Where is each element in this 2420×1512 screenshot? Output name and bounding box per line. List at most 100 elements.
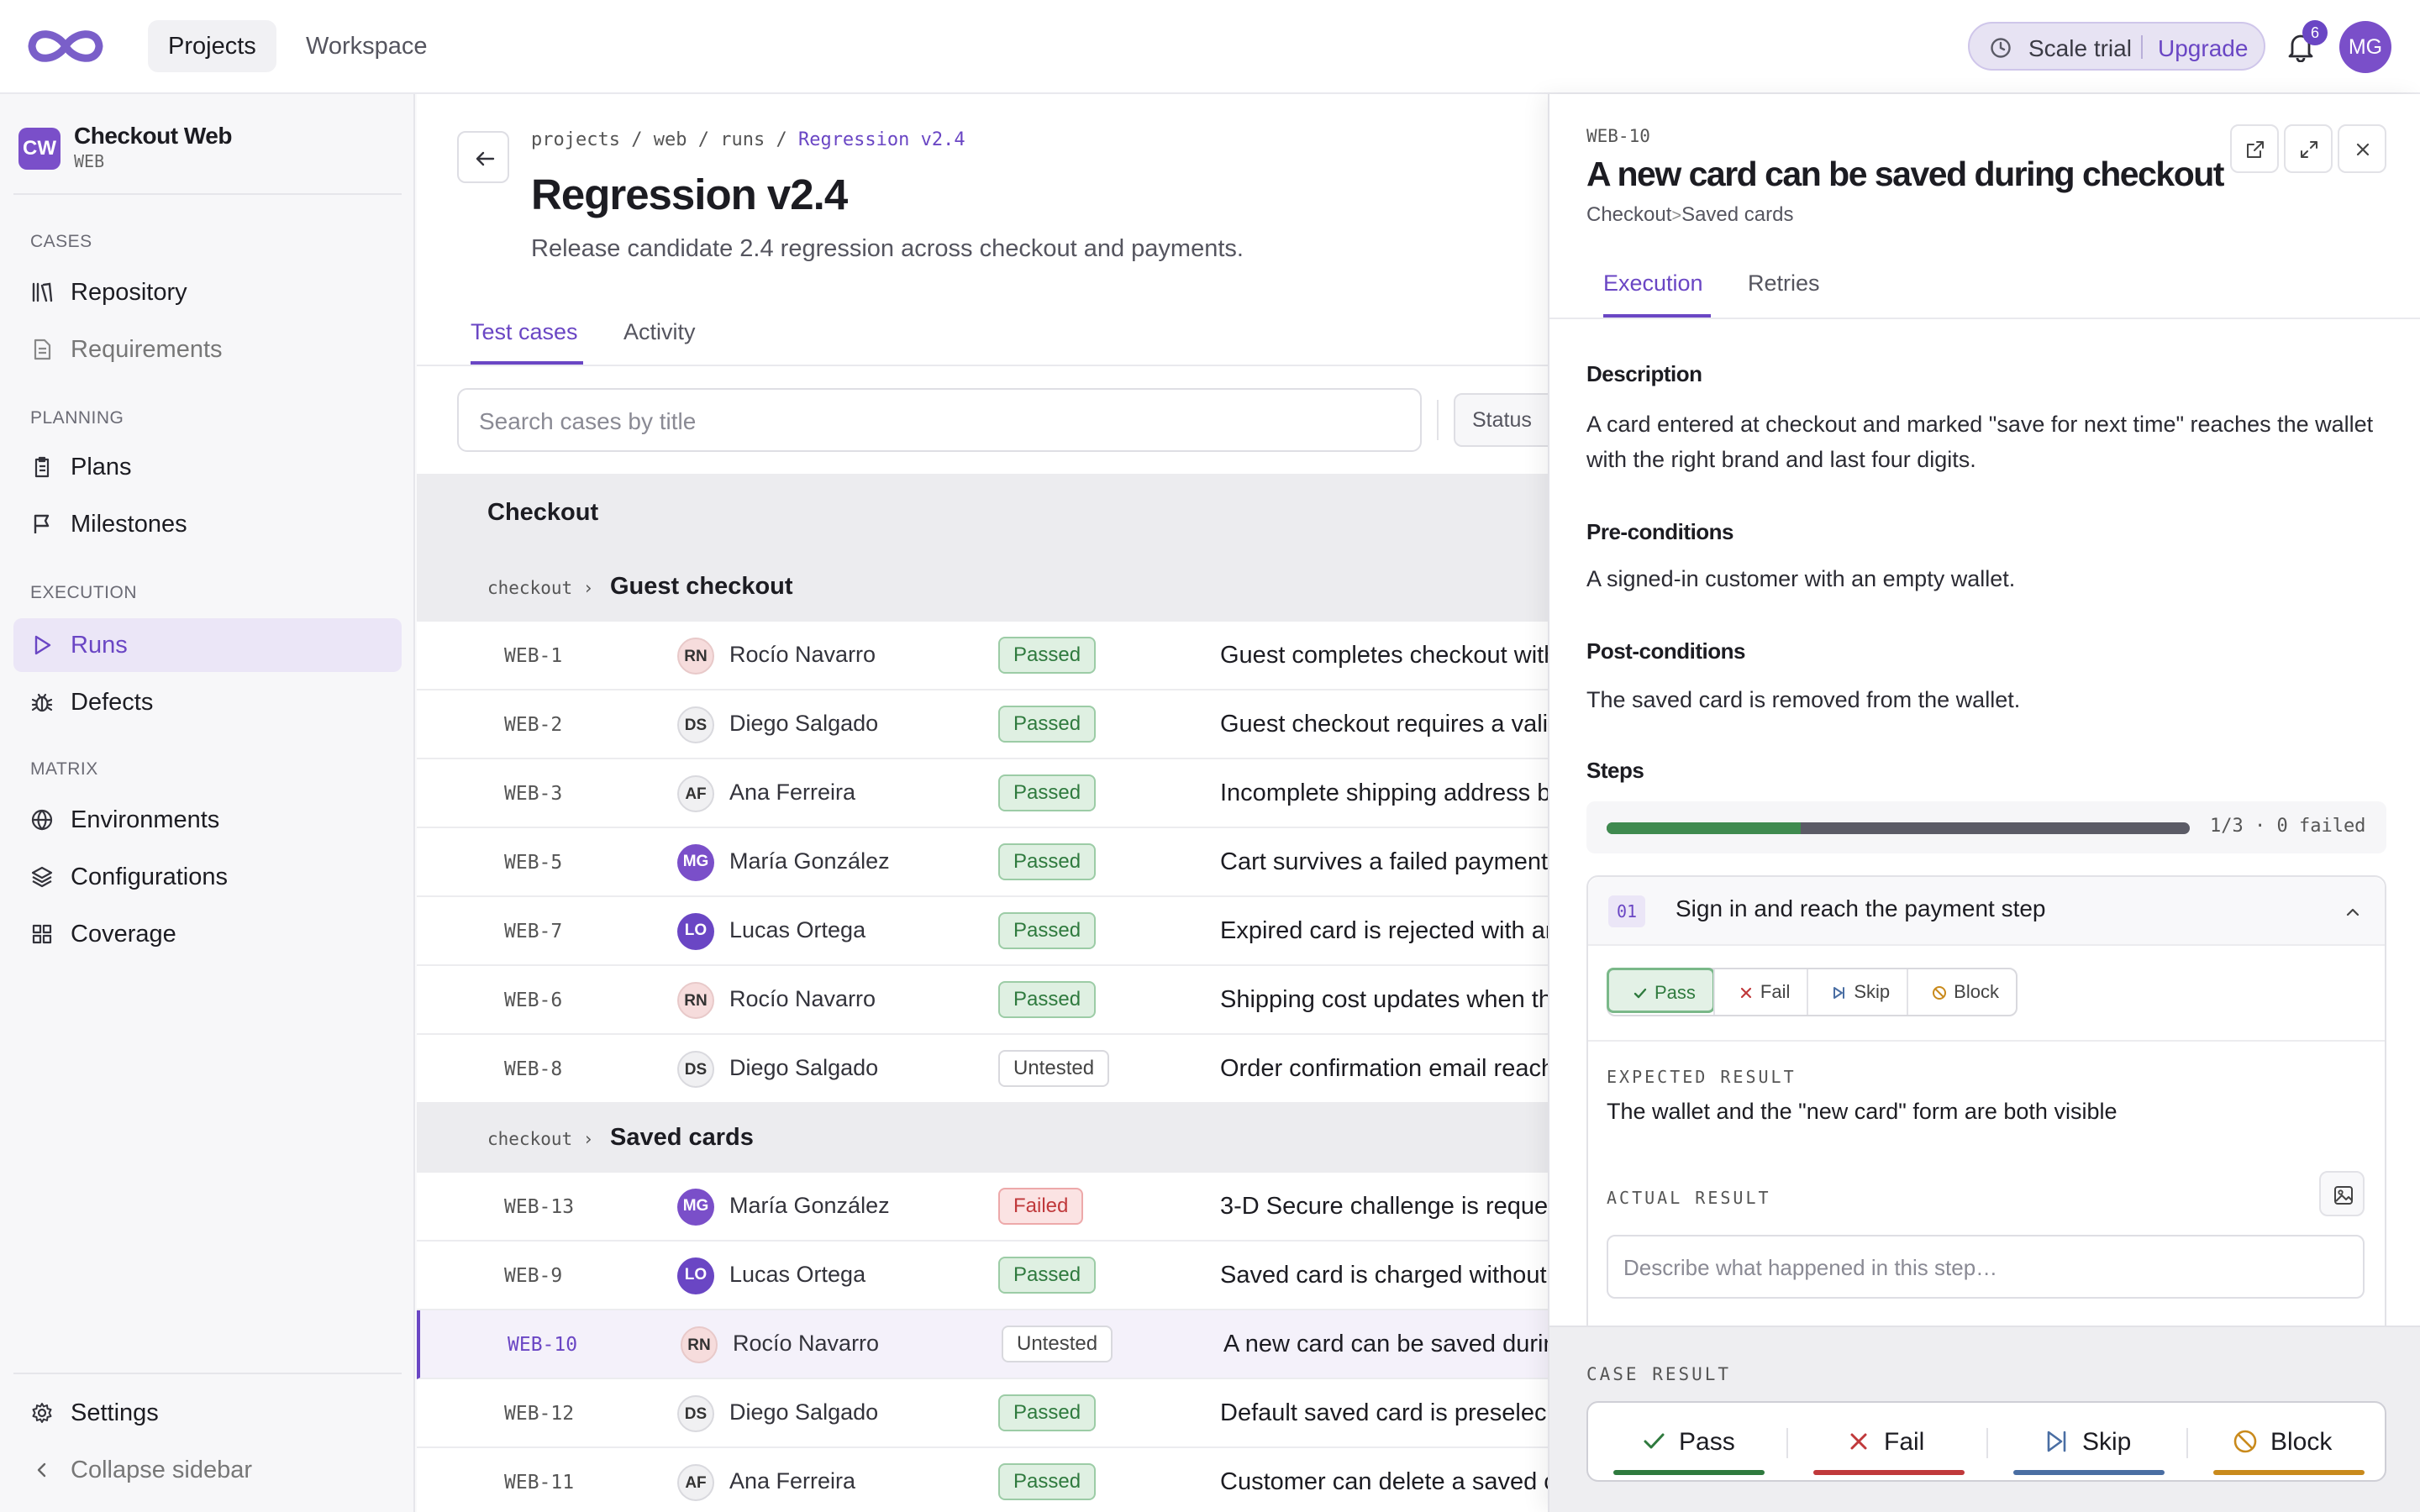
infinity-logo-icon[interactable] <box>25 24 106 69</box>
case-title[interactable]: Cart survives a failed payment <box>1220 848 1548 875</box>
sidebar-item-milestones[interactable]: Milestones <box>13 497 402 551</box>
sidebar-item-configurations[interactable]: Configurations <box>13 850 402 904</box>
project-badge[interactable]: CW <box>18 128 60 170</box>
step-fail-button[interactable]: Fail <box>1712 969 1807 1015</box>
tab-test-cases[interactable]: Test cases <box>471 319 578 344</box>
breadcrumb-runs[interactable]: runs <box>720 129 765 150</box>
table-row[interactable]: WEB-6 RN Rocío Navarro Passed Shipping cost … <box>417 966 1548 1035</box>
case-id[interactable]: WEB-2 <box>504 714 563 736</box>
case-title[interactable]: Guest completes checkout with <box>1220 642 1548 669</box>
case-title[interactable]: Incomplete shipping address b <box>1220 780 1548 806</box>
case-title[interactable]: Guest checkout requires a vali <box>1220 711 1548 738</box>
section-matrix: MATRIX <box>30 759 98 779</box>
sidebar-item-requirements[interactable]: Requirements <box>13 323 402 376</box>
trial-pill[interactable]: Scale trial Upgrade <box>1968 22 2265 71</box>
close-button[interactable] <box>2338 124 2386 173</box>
case-title[interactable]: Customer can delete a saved c <box>1220 1468 1548 1495</box>
case-title[interactable]: A new card can be saved durin <box>1223 1331 1548 1357</box>
collapse-sidebar-button[interactable]: Collapse sidebar <box>13 1443 402 1497</box>
table-row[interactable]: WEB-2 DS Diego Salgado Passed Guest checkout… <box>417 690 1548 759</box>
case-title[interactable]: 3-D Secure challenge is reque <box>1220 1193 1548 1220</box>
case-id[interactable]: WEB-5 <box>504 852 563 874</box>
assignee-avatar: RN <box>677 638 714 675</box>
case-id[interactable]: WEB-10 <box>508 1334 578 1356</box>
table-row[interactable]: WEB-5 MG María González Passed Cart survives… <box>417 828 1548 897</box>
status-filter-button[interactable]: Status <box>1454 393 1548 447</box>
nav-workspace[interactable]: Workspace <box>306 33 428 60</box>
table-row[interactable]: WEB-9 LO Lucas Ortega Passed Saved card is c… <box>417 1242 1548 1310</box>
search-input[interactable]: Search cases by title <box>457 388 1422 452</box>
table-row[interactable]: WEB-12 DS Diego Salgado Passed Default saved… <box>417 1379 1548 1448</box>
table-row[interactable]: WEB-1 RN Rocío Navarro Passed Guest complete… <box>417 622 1548 690</box>
project-name[interactable]: Checkout Web <box>74 123 232 149</box>
sidebar-item-label: Settings <box>71 1399 159 1426</box>
tab-execution[interactable]: Execution <box>1603 270 1703 296</box>
x-icon <box>1850 1433 1867 1450</box>
sidebar-item-defects[interactable]: Defects <box>13 675 402 729</box>
table-row[interactable]: WEB-11 AF Ana Ferreira Passed Customer can d… <box>417 1448 1548 1512</box>
case-title[interactable]: Saved card is charged without <box>1220 1262 1547 1289</box>
divider <box>1588 1040 2385 1042</box>
case-skip-button[interactable]: Skip <box>1988 1403 2186 1480</box>
case-id[interactable]: WEB-8 <box>504 1058 563 1080</box>
back-button[interactable] <box>457 131 509 183</box>
subgroup-header[interactable]: checkout › Guest checkout <box>417 553 1548 622</box>
sidebar-item-repository[interactable]: Repository <box>13 265 402 319</box>
open-external-button[interactable] <box>2230 124 2279 173</box>
assignee-name: Diego Salgado <box>729 1399 879 1425</box>
table-row[interactable]: WEB-7 LO Lucas Ortega Passed Expired card is… <box>417 897 1548 966</box>
divider <box>2141 35 2143 59</box>
case-block-button[interactable]: Block <box>2188 1403 2386 1480</box>
case-fail-button[interactable]: Fail <box>1788 1403 1986 1480</box>
assignee-avatar: MG <box>677 1189 714 1226</box>
step-skip-button[interactable]: Skip <box>1807 969 1907 1015</box>
step-header[interactable]: 01 Sign in and reach the payment step <box>1588 877 2385 946</box>
sidebar-item-plans[interactable]: Plans <box>13 440 402 494</box>
case-id[interactable]: WEB-12 <box>504 1403 575 1425</box>
expand-button[interactable] <box>2284 124 2333 173</box>
case-title[interactable]: Default saved card is preselec <box>1220 1399 1547 1426</box>
attach-image-button[interactable] <box>2319 1171 2365 1216</box>
table-row[interactable]: WEB-8 DS Diego Salgado Untested Order confir… <box>417 1035 1548 1104</box>
skip-underline <box>2013 1470 2165 1475</box>
table-row[interactable]: WEB-13 MG María González Failed 3-D Secure c… <box>417 1173 1548 1242</box>
case-skip-label: Skip <box>2082 1428 2132 1456</box>
status-badge: Untested <box>998 1050 1110 1087</box>
upgrade-link[interactable]: Upgrade <box>2158 35 2249 61</box>
chevron-up-icon[interactable] <box>2343 902 2363 922</box>
case-id[interactable]: WEB-6 <box>504 990 563 1011</box>
group-header[interactable]: Checkout <box>417 474 1548 553</box>
case-id[interactable]: WEB-3 <box>504 783 563 805</box>
postconditions-heading: Post-conditions <box>1586 638 1745 664</box>
user-avatar[interactable]: MG <box>2339 21 2391 73</box>
case-id[interactable]: WEB-1 <box>504 645 563 667</box>
table-row[interactable]: WEB-10 RN Rocío Navarro Untested A new card … <box>417 1310 1548 1379</box>
preconditions-heading: Pre-conditions <box>1586 519 1734 544</box>
case-id[interactable]: WEB-13 <box>504 1196 575 1218</box>
step-pass-button[interactable]: Pass <box>1607 968 1715 1013</box>
actual-result-input[interactable]: Describe what happened in this step… <box>1607 1235 2365 1299</box>
assignee-avatar: LO <box>677 1257 714 1294</box>
case-title[interactable]: Shipping cost updates when th <box>1220 986 1548 1013</box>
case-id[interactable]: WEB-7 <box>504 921 563 942</box>
sidebar-item-runs[interactable]: Runs <box>13 618 402 672</box>
breadcrumb-web[interactable]: web <box>653 129 687 150</box>
table-row[interactable]: WEB-3 AF Ana Ferreira Passed Incomplete ship… <box>417 759 1548 828</box>
sidebar-item-coverage[interactable]: Coverage <box>13 907 402 961</box>
crumb-parent[interactable]: Checkout <box>1586 203 1672 226</box>
sidebar-item-environments[interactable]: Environments <box>13 793 402 847</box>
step-block-button[interactable]: Block <box>1907 969 2016 1015</box>
nav-projects[interactable]: Projects <box>148 20 276 72</box>
breadcrumb-projects[interactable]: projects <box>531 129 620 150</box>
tab-activity[interactable]: Activity <box>623 319 696 344</box>
case-id[interactable]: WEB-9 <box>504 1265 563 1287</box>
case-pass-button[interactable]: Pass <box>1588 1403 1786 1480</box>
crumb-child[interactable]: Saved cards <box>1681 203 1794 226</box>
case-breadcrumb: Checkout>Saved cards <box>1586 203 1793 227</box>
case-title[interactable]: Expired card is rejected with an <box>1220 917 1548 944</box>
case-id[interactable]: WEB-11 <box>504 1472 575 1494</box>
sidebar-item-settings[interactable]: Settings <box>13 1386 402 1440</box>
subgroup-header[interactable]: checkout › Saved cards <box>417 1104 1548 1173</box>
tab-retries[interactable]: Retries <box>1748 270 1820 296</box>
case-title[interactable]: Order confirmation email reach <box>1220 1055 1548 1082</box>
